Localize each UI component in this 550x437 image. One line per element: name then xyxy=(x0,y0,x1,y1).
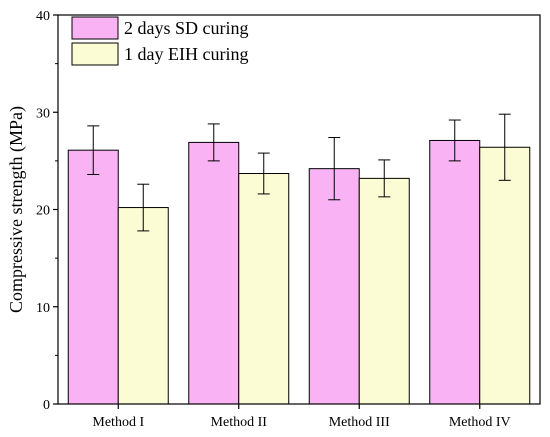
error-bar-2-1 xyxy=(137,183,150,232)
bar-2-2 xyxy=(238,173,290,405)
error-bar-2-2 xyxy=(257,152,270,195)
bar-1-1 xyxy=(67,149,119,405)
error-bar-1-1 xyxy=(87,125,100,175)
bar-2-4 xyxy=(479,146,531,405)
y-tick-label: 20 xyxy=(36,204,50,219)
legend-swatch xyxy=(71,42,119,66)
x-axis-ticks: Method I Method II Method III Method IV xyxy=(92,404,511,430)
legend-swatch xyxy=(71,16,119,40)
y-tick-label: 30 xyxy=(36,106,50,121)
legend-item-1: 2 days SD curing xyxy=(71,16,249,40)
bar-1-2 xyxy=(188,141,240,405)
y-tick-label: 10 xyxy=(36,301,50,316)
x-tick-label: Method III xyxy=(329,415,390,430)
y-tick-label: 40 xyxy=(36,9,50,24)
bar-2-1 xyxy=(117,207,169,405)
error-bar-2-3 xyxy=(378,159,391,198)
x-tick-label: Method I xyxy=(92,415,144,430)
error-bar-1-2 xyxy=(207,123,220,162)
legend-item-2: 1 day EIH curing xyxy=(71,42,248,66)
legend: 2 days SD curing 1 day EIH curing xyxy=(71,16,249,66)
bar-2-3 xyxy=(358,177,410,405)
error-bar-1-3 xyxy=(328,137,341,201)
legend-label: 1 day EIH curing xyxy=(124,44,248,64)
bars-layer xyxy=(67,139,531,405)
error-bar-2-4 xyxy=(498,113,511,181)
y-axis-ticks: 0 10 20 30 40 xyxy=(36,9,58,413)
bar-1-3 xyxy=(308,168,360,405)
x-tick-label: Method IV xyxy=(449,415,511,430)
error-bar-1-4 xyxy=(448,119,461,162)
bar-1-4 xyxy=(429,139,481,405)
y-tick-label: 0 xyxy=(43,398,50,413)
error-bars-layer xyxy=(87,113,511,232)
y-axis-title: Compressive strength (MPa) xyxy=(6,106,27,313)
x-tick-label: Method II xyxy=(211,415,268,430)
legend-label: 2 days SD curing xyxy=(124,18,249,38)
